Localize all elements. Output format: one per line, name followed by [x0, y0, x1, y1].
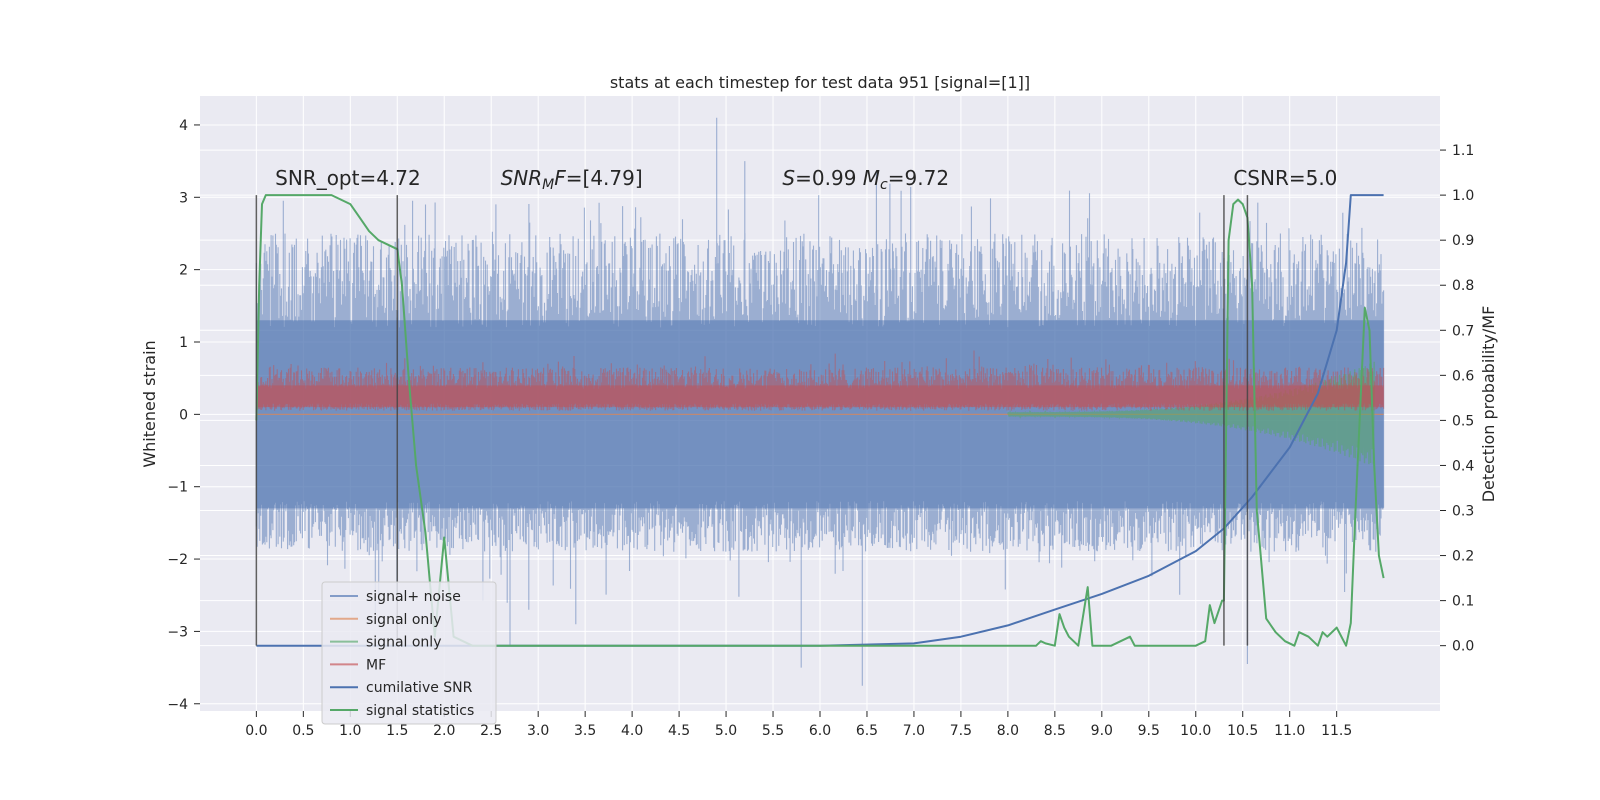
x-tick-label: 1.0: [339, 723, 361, 739]
x-ticks: 0.0 0.5 1.0 1.5 2.0 2.5 3.0 3.5 4.0 4.5 5.0 5.5 6.0 6…: [245, 711, 1352, 739]
x-tick-label: 8.0: [997, 723, 1019, 739]
y2-axis-label: Detection probability/MF: [1479, 306, 1498, 503]
y2-tick-label: 0.5: [1452, 413, 1474, 429]
y2-tick-label: 0.6: [1452, 368, 1474, 384]
x-tick-label: 10.5: [1227, 723, 1258, 739]
x-tick-label: 0.0: [245, 723, 267, 739]
x-tick-label: 2.5: [480, 723, 502, 739]
x-tick-label: 10.0: [1180, 723, 1211, 739]
legend-item: signal statistics: [330, 703, 474, 719]
x-tick-label: 9.5: [1138, 723, 1160, 739]
x-tick-label: 7.0: [903, 723, 925, 739]
y-axis-label: Whitened strain: [140, 340, 159, 467]
y-ticks: 4 3 2 1 0 −1 −2 −3 −4: [167, 118, 200, 713]
y2-tick-label: 0.3: [1452, 504, 1474, 520]
mf-core: [256, 385, 1384, 408]
y2-ticks: 1.1 1.0 0.9 0.8 0.7 0.6 0.5 0.4 0.3 0.2 0.1 0.0: [1440, 143, 1474, 655]
x-tick-label: 9.0: [1091, 723, 1113, 739]
legend-label: signal only: [366, 635, 441, 651]
x-tick-label: 1.5: [386, 723, 408, 739]
x-tick-label: 6.0: [809, 723, 831, 739]
y-tick-label: 1: [179, 335, 188, 351]
x-tick-label: 5.0: [715, 723, 737, 739]
legend-label: signal only: [366, 612, 441, 628]
annotation-0: SNR_opt=4.72: [275, 166, 421, 190]
annotation-1: SNRMF=[4.79]: [501, 166, 643, 193]
x-tick-label: 4.5: [668, 723, 690, 739]
vertical-markers: [255, 195, 1249, 646]
annotation-2: S=0.99 Mc=9.72: [782, 166, 949, 193]
legend-label: signal+ noise: [366, 589, 461, 605]
x-tick-label: 6.5: [856, 723, 878, 739]
legend-label: signal statistics: [366, 703, 474, 719]
legend-box: [321, 581, 497, 725]
x-tick-label: 3.5: [574, 723, 596, 739]
x-tick-label: 5.5: [762, 723, 784, 739]
x-tick-label: 8.5: [1044, 723, 1066, 739]
x-tick-label: 11.0: [1274, 723, 1305, 739]
series-mf: [255, 350, 1385, 411]
y2-tick-label: 0.8: [1452, 278, 1474, 294]
data-series: [255, 117, 1385, 686]
legend-item: signal only: [330, 612, 441, 628]
x-tick-label: 3.0: [527, 723, 549, 739]
y-tick-label: 4: [179, 118, 188, 134]
legend-label: cumilative SNR: [366, 680, 473, 696]
y-tick-label: 3: [179, 190, 188, 206]
x-tick-label: 4.0: [621, 723, 643, 739]
y-tick-label: −1: [167, 480, 188, 496]
y2-tick-label: 0.0: [1452, 639, 1474, 655]
annotation-3: CSNR=5.0: [1233, 166, 1337, 190]
y2-tick-label: 1.0: [1452, 188, 1474, 204]
y-tick-label: −4: [167, 697, 188, 713]
annotations: SNR_opt=4.72 SNRMF=[4.79] S=0.99 Mc=9.72 CS…: [275, 166, 1337, 193]
legend-item: cumilative SNR: [330, 680, 473, 696]
legend-item: MF: [330, 657, 386, 673]
y-tick-label: −2: [167, 552, 188, 568]
y2-tick-label: 0.1: [1452, 594, 1474, 610]
y-tick-label: 2: [179, 263, 188, 279]
y2-tick-label: 0.9: [1452, 233, 1474, 249]
series-signal-only-green: [1007, 361, 1375, 465]
x-tick-label: 11.5: [1321, 723, 1352, 739]
y2-tick-label: 0.7: [1452, 323, 1474, 339]
x-tick-label: 7.5: [950, 723, 972, 739]
series-cumilative-snr: [256, 194, 1384, 647]
y-tick-label: −3: [167, 624, 188, 640]
y2-tick-label: 1.1: [1452, 143, 1474, 159]
y-tick-label: 0: [179, 407, 188, 423]
y2-tick-label: 0.2: [1452, 549, 1474, 565]
x-tick-label: 0.5: [292, 723, 314, 739]
series-signal-statistics: [255, 194, 1385, 647]
x-tick-label: 2.0: [433, 723, 455, 739]
legend-item: signal+ noise: [330, 589, 461, 605]
y2-tick-label: 0.4: [1452, 458, 1474, 474]
legend-label: MF: [366, 657, 386, 673]
legend: signal+ noise signal only signal only MF cum…: [321, 581, 497, 725]
legend-item: signal only: [330, 635, 441, 651]
chart-title: stats at each timestep for test data 951…: [610, 73, 1030, 92]
